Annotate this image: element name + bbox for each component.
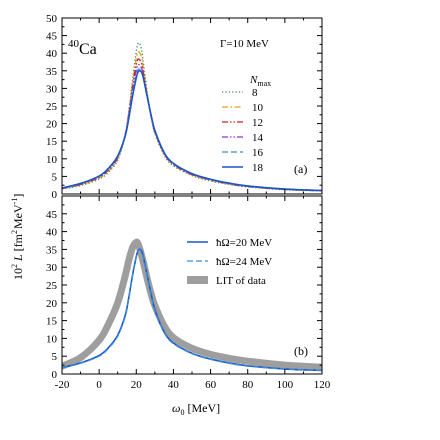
y-tick-label: 25 [46, 101, 58, 113]
legend-label-14: 14 [252, 132, 264, 144]
y-tick-label: 10 [46, 333, 58, 345]
legend-label-ħΩ=24 MeV: ħΩ=24 MeV [216, 256, 272, 268]
y-tick-label: 0 [52, 369, 58, 381]
y-tick-label: 15 [46, 316, 58, 328]
series-line-ħΩ=20 MeV [62, 248, 322, 372]
panel-a: 0 5 10 15 20 25 30 35 40 45 50 [46, 13, 323, 201]
panel-a-label: (a) [294, 162, 307, 176]
x-tick-label: 100 [277, 379, 294, 391]
y-axis-unit-mid: MeV [11, 204, 25, 229]
y-tick-label: 30 [46, 262, 58, 274]
y-tick-label: 35 [46, 244, 58, 256]
y-tick-label: 30 [46, 83, 58, 95]
y-tick-label: 50 [46, 13, 58, 25]
legend-label-10: 10 [252, 102, 264, 114]
y-tick-label: 25 [46, 280, 58, 292]
y-tick-label: 35 [46, 66, 58, 78]
plot-area-0 [62, 42, 322, 192]
series-line-8 [62, 42, 322, 192]
x-tick-label: 20 [131, 379, 143, 391]
y-tick-label: 0 [52, 189, 58, 201]
series-line-12 [62, 58, 322, 192]
y-tick-label: 45 [46, 31, 58, 43]
plot-area-1 [62, 238, 322, 372]
y-axis-unit-close: ] [11, 194, 25, 198]
series-line-10 [62, 51, 322, 192]
y-tick-label: 10 [46, 154, 58, 166]
legend-title-main: N [249, 74, 258, 86]
nucleus-mass: 40 [68, 38, 80, 50]
series-line-ħΩ=24 MeV [62, 249, 322, 372]
legend-a: 8 10 12 14 16 18 [222, 87, 264, 174]
y-tick-label: 20 [46, 119, 58, 131]
plot-frame-0 [61, 17, 323, 195]
legend-label-12: 12 [252, 117, 263, 129]
series-line-14 [62, 63, 322, 192]
x-tick-label: 40 [168, 379, 180, 391]
legend-title-sub: max [257, 79, 271, 88]
gamma-label: Γ=10 MeV [220, 38, 269, 50]
nucleus-label: 40Ca [68, 38, 97, 58]
x-axis-label: ω0 [MeV] [172, 401, 220, 417]
legend-label-ħΩ=20 MeV: ħΩ=20 MeV [216, 237, 272, 249]
y-axis-factor-exp: 2 [10, 264, 19, 268]
y-tick-label: 20 [46, 298, 58, 310]
y-tick-label: 5 [52, 351, 58, 363]
y-axis-unit-open: [fm [11, 233, 25, 251]
y-axis-label: 102L[fm2MeV-1] [10, 194, 25, 280]
x-tick-label: -20 [55, 379, 70, 391]
x-tick-label: 80 [242, 379, 254, 391]
series-line-16 [62, 68, 322, 192]
legend-b: ħΩ=20 MeV ħΩ=24 MeV LIT of data [187, 237, 272, 287]
x-axis-unit: [MeV] [184, 401, 220, 415]
panel-b-label: (b) [294, 344, 308, 358]
y-tick-label: 45 [46, 209, 58, 221]
y-axis-fm-exp: 2 [10, 230, 19, 234]
y-axis-symbol: L [11, 254, 25, 262]
y-tick-label: 5 [52, 171, 58, 183]
x-tick-label: 120 [314, 379, 331, 391]
y-axis-factor: 10 [11, 268, 25, 280]
y-tick-label: 40 [46, 227, 58, 239]
legend-label-8: 8 [252, 87, 258, 99]
series-line-LIT of data [62, 238, 322, 371]
x-tick-label: 60 [205, 379, 217, 391]
y-tick-label: 15 [46, 136, 58, 148]
y-axis-mev-exp: -1 [10, 198, 19, 205]
nucleus-symbol: Ca [79, 41, 97, 58]
legend-label-16: 16 [252, 147, 264, 159]
x-tick-label: 0 [96, 379, 102, 391]
series-line-18 [62, 69, 322, 192]
legend-title: Nmax [249, 74, 271, 88]
legend-label-18: 18 [252, 162, 264, 174]
legend-label-LIT of data: LIT of data [216, 275, 266, 287]
x-axis-sub: 0 [180, 408, 184, 417]
y-tick-label: 40 [46, 48, 58, 60]
x-axis-symbol: ω [172, 401, 180, 415]
